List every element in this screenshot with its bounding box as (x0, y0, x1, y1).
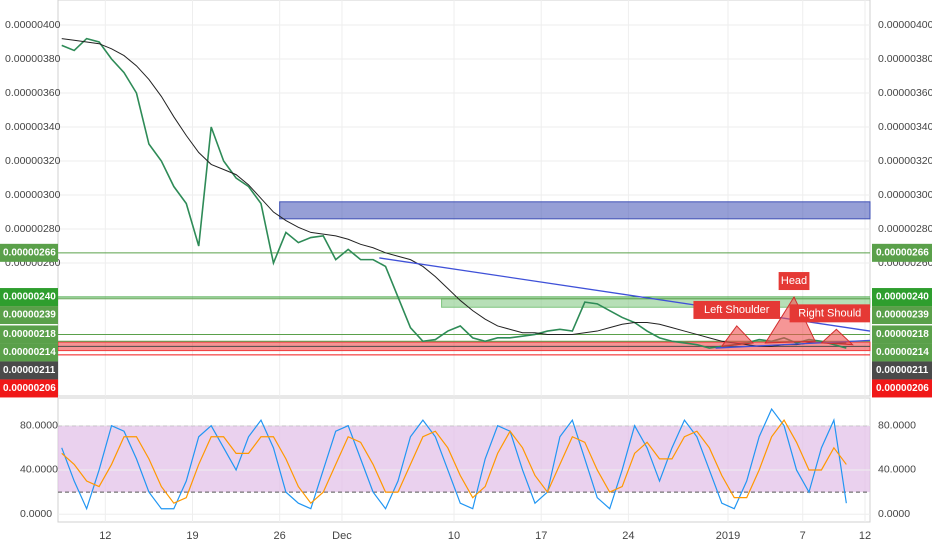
pattern-label-box (778, 272, 810, 291)
level-label: 0.00000206 (876, 383, 929, 394)
x-tick-label: 12 (859, 530, 871, 542)
y-tick-label: 0.00000300 (5, 189, 61, 201)
x-tick-label: 19 (186, 530, 198, 542)
level-badge (872, 288, 932, 307)
y-tick-label: 0.00000320 (5, 155, 61, 167)
level-badge (0, 379, 58, 398)
level-label: 0.00000211 (3, 365, 56, 376)
oscillator-line (61, 419, 847, 505)
level-badge (0, 325, 58, 344)
level-badge (872, 243, 932, 262)
y-tick-label: 0.00000380 (878, 53, 932, 65)
x-tick-label: 24 (622, 530, 634, 542)
level-label: 0.00000218 (876, 329, 929, 340)
y-tick-label: 80.0000 (878, 419, 916, 431)
level-label: 0.00000211 (876, 365, 929, 376)
y-tick-label: 40.0000 (20, 464, 58, 476)
x-tick-label: Dec (332, 530, 352, 542)
level-label: 0.00000239 (876, 310, 929, 321)
pattern-triangle (820, 328, 854, 346)
level-badge (0, 288, 58, 307)
x-tick-label: 10 (448, 530, 460, 542)
level-badge (0, 243, 58, 262)
level-label: 0.00000266 (3, 247, 56, 258)
y-tick-label: 0.00000340 (878, 121, 932, 133)
y-tick-label: 0.00000360 (5, 87, 61, 99)
level-label: 0.00000218 (3, 329, 56, 340)
level-label: 0.00000239 (3, 310, 56, 321)
zone (279, 201, 871, 220)
pattern-triangle (720, 325, 754, 347)
y-tick-label: 0.00000360 (878, 87, 932, 99)
level-badge (0, 361, 58, 380)
level-label: 0.00000240 (876, 292, 929, 303)
level-badge (872, 343, 932, 362)
pattern-label-box (693, 300, 781, 319)
level-label: 0.00000206 (3, 383, 56, 394)
level-label: 0.00000214 (3, 347, 56, 358)
level-badge (872, 306, 932, 325)
level-label: 0.00000266 (876, 247, 929, 258)
pattern-label: Right Should (798, 307, 861, 319)
oscillator-line (61, 407, 847, 511)
y-tick-label: 0.00000380 (5, 53, 61, 65)
level-label: 0.00000214 (876, 347, 929, 358)
pattern-label: Head (781, 275, 807, 287)
y-tick-label: 0.0000 (20, 508, 52, 520)
level-badge (872, 325, 932, 344)
level-label: 0.00000240 (3, 292, 56, 303)
x-tick-label: 17 (535, 530, 547, 542)
pattern-label-box (789, 304, 870, 323)
y-tick-label: 0.00000280 (5, 223, 61, 235)
level-badge (872, 379, 932, 398)
x-tick-label: 2019 (716, 530, 740, 542)
x-tick-label: 7 (800, 530, 806, 542)
price-line (61, 38, 847, 347)
level-badge (0, 306, 58, 325)
price-panel (57, 0, 871, 397)
y-tick-label: 0.00000400 (878, 19, 932, 31)
price-line (61, 37, 847, 349)
y-tick-label: 0.0000 (878, 508, 910, 520)
y-tick-label: 40.0000 (878, 464, 916, 476)
pattern-label: Left Shoulder (704, 304, 770, 316)
x-tick-label: 26 (274, 530, 286, 542)
y-tick-label: 0.00000300 (878, 189, 932, 201)
level-badge (872, 361, 932, 380)
y-tick-label: 0.00000320 (878, 155, 932, 167)
x-tick-label: 12 (99, 530, 111, 542)
y-tick-label: 80.0000 (20, 419, 58, 431)
y-tick-label: 0.00000280 (878, 223, 932, 235)
level-badge (0, 343, 58, 362)
y-tick-label: 0.00000400 (5, 19, 61, 31)
y-tick-label: 0.00000340 (5, 121, 61, 133)
